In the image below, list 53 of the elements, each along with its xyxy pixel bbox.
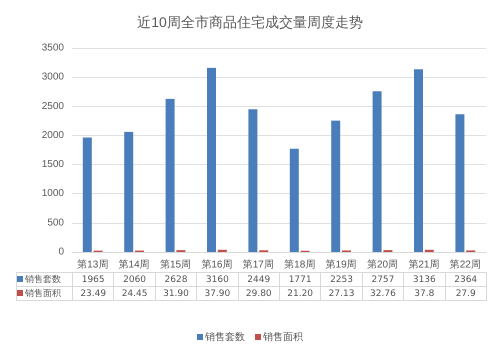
bar xyxy=(455,114,464,252)
data-label: 37.90 xyxy=(196,286,238,300)
text: 销售面积 xyxy=(263,332,303,343)
x-tick-label: 第15周 xyxy=(160,258,192,270)
data-label: 2449 xyxy=(238,272,280,286)
data-label: 32.76 xyxy=(362,286,404,300)
x-tick-label: 第19周 xyxy=(326,258,357,270)
bar xyxy=(248,109,258,252)
text: 销售套数 xyxy=(205,332,245,343)
data-label: 27.13 xyxy=(320,286,362,300)
bar xyxy=(414,69,423,252)
data-label: 37.8 xyxy=(404,286,446,300)
y-tick-label: 1000 xyxy=(42,188,64,200)
data-label: 1965 xyxy=(72,272,114,286)
data-label: 1771 xyxy=(279,272,321,286)
data-label: 2253 xyxy=(320,272,362,286)
bar xyxy=(207,68,216,252)
y-tick-label: 0 xyxy=(58,246,64,258)
y-tick-label: 500 xyxy=(47,217,64,228)
x-tick-label: 第13周 xyxy=(77,258,108,270)
data-label: 21.20 xyxy=(279,286,321,300)
data-label: 29.80 xyxy=(238,286,280,300)
chart-title: 近10周全市商品住宅成交量周度走势 xyxy=(137,14,363,30)
y-tick-label: 1500 xyxy=(42,159,64,170)
data-label: 3136 xyxy=(404,272,446,286)
data-label: 23.49 xyxy=(72,286,114,300)
data-label: 2364 xyxy=(445,272,486,286)
bar xyxy=(82,137,92,252)
x-tick-label: 第21周 xyxy=(408,258,440,270)
data-label: 2757 xyxy=(362,272,404,286)
x-tick-label: 第17周 xyxy=(242,258,274,270)
bar xyxy=(166,98,175,252)
data-label: 2060 xyxy=(114,272,156,286)
y-tick-label: 2500 xyxy=(42,100,64,112)
y-tick-label: 3500 xyxy=(42,42,64,54)
bar xyxy=(290,148,299,252)
data-label: 31.90 xyxy=(155,286,197,300)
bar xyxy=(331,120,340,252)
x-tick-label: 第16周 xyxy=(201,258,232,270)
x-tick-label: 第20周 xyxy=(366,258,398,270)
x-tick-label: 第22周 xyxy=(450,258,481,270)
legend-label: 销售套数 xyxy=(16,272,72,286)
bar xyxy=(372,91,382,252)
data-label: 2628 xyxy=(155,272,197,286)
x-tick-label: 第14周 xyxy=(118,258,150,270)
y-tick-label: 3000 xyxy=(42,72,64,83)
legend-label: 销售面积 xyxy=(16,286,72,300)
data-label: 27.9 xyxy=(445,286,486,300)
y-tick-label: 2000 xyxy=(42,130,64,141)
bar xyxy=(124,132,134,252)
x-tick-label: 第18周 xyxy=(284,258,316,270)
data-label: 3160 xyxy=(196,272,238,286)
data-label: 24.45 xyxy=(114,286,156,300)
